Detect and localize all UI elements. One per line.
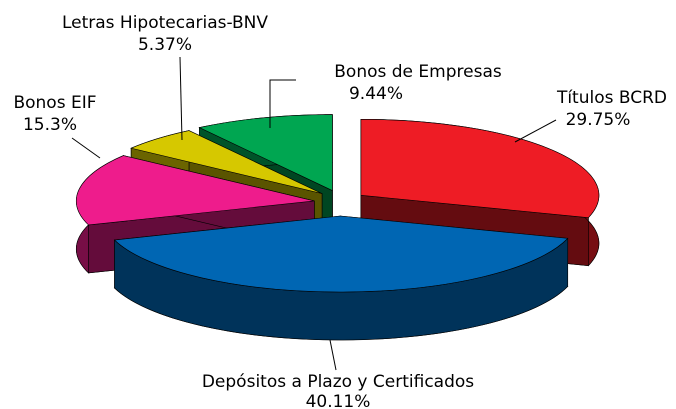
- slice-value-label: 5.37%: [138, 35, 192, 55]
- leader-line: [179, 56, 183, 141]
- leader-line: [71, 137, 101, 159]
- slice-value-label: 40.11%: [306, 392, 371, 409]
- slice-top: [130, 130, 323, 194]
- slice-value-label: 9.44%: [349, 84, 403, 104]
- slice-label: Bonos de Empresas: [334, 62, 502, 82]
- slice-top: [198, 114, 333, 192]
- leader-line: [514, 119, 557, 143]
- leader-line: [329, 339, 337, 371]
- slice-value-label: 15.3%: [23, 115, 77, 135]
- slice-top: [113, 215, 569, 293]
- slice-top: [76, 155, 315, 226]
- slice-label: Títulos BCRD: [556, 88, 667, 108]
- slice-top: [360, 118, 600, 218]
- slice-label: Depósitos a Plazo y Certificados: [202, 372, 474, 392]
- slice-value-label: 29.75%: [566, 110, 631, 130]
- leader-line: [269, 79, 296, 128]
- pie-slice: [113, 215, 569, 341]
- slice-label: Bonos EIF: [13, 93, 96, 113]
- slice-label: Letras Hipotecarias-BNV: [62, 13, 268, 33]
